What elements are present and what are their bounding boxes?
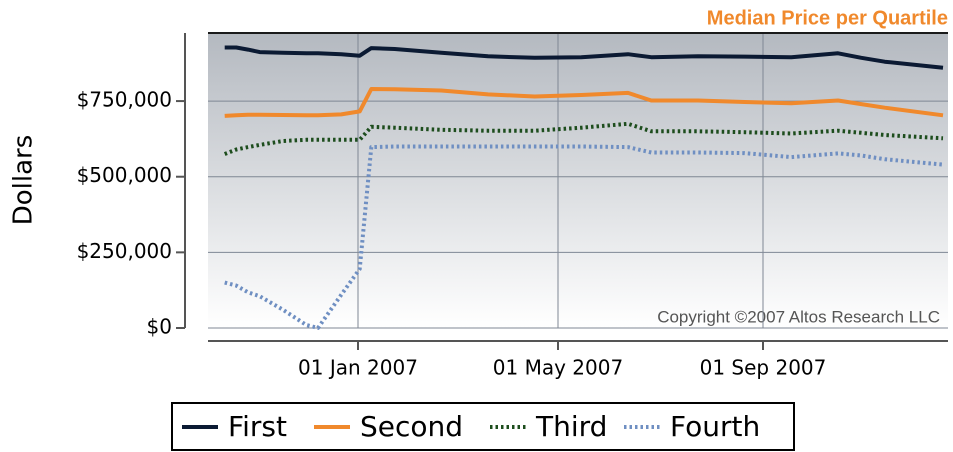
plot-area [208, 33, 948, 328]
series-line [224, 144, 944, 330]
y-tick-label: $250,000 [77, 239, 172, 263]
y-tick-label: $0 [147, 315, 172, 339]
series-line [224, 87, 944, 118]
chart-title: Median Price per Quartile [707, 7, 948, 29]
y-tick-label: $750,000 [77, 88, 172, 112]
x-tick-label: 01 May 2007 [493, 356, 623, 380]
legend-box [171, 402, 795, 451]
copyright: Copyright ©2007 Altos Research LLC [657, 307, 940, 326]
x-tick-label: 01 Jan 2007 [298, 356, 418, 380]
legend-label: First [228, 410, 287, 443]
legend-label: Second [360, 410, 463, 443]
x-tick-label: 01 Sep 2007 [700, 356, 827, 380]
y-tick-label: $500,000 [77, 163, 172, 187]
legend-label: Third [535, 410, 607, 443]
legend: First Second Third Fourth [171, 402, 795, 451]
series-line [224, 45, 944, 70]
legend-label: Fourth [670, 410, 760, 443]
y-axis-label: Dollars [9, 135, 39, 226]
series-line [223, 121, 944, 156]
